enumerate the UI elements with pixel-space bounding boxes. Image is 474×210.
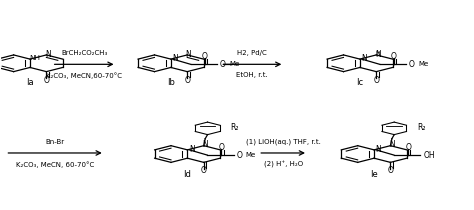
- Text: O: O: [409, 60, 415, 69]
- Text: K₂CO₃, MeCN, 60-70°C: K₂CO₃, MeCN, 60-70°C: [16, 161, 94, 168]
- Text: OH: OH: [423, 151, 435, 160]
- Text: O: O: [374, 76, 379, 85]
- Text: N: N: [189, 145, 194, 154]
- Text: N: N: [186, 50, 191, 59]
- Text: Ib: Ib: [167, 78, 175, 87]
- Text: Me: Me: [418, 61, 428, 67]
- Text: NH: NH: [29, 55, 40, 62]
- Text: R₂: R₂: [230, 123, 239, 132]
- Text: N: N: [375, 145, 381, 154]
- Text: O: O: [184, 76, 190, 85]
- Text: H2, Pd/C: H2, Pd/C: [237, 50, 267, 56]
- Text: O: O: [405, 143, 411, 152]
- Text: Ia: Ia: [26, 78, 34, 87]
- Text: (2) H⁺, H₂O: (2) H⁺, H₂O: [264, 161, 302, 168]
- Text: O: O: [237, 151, 242, 160]
- Text: O: O: [220, 60, 226, 69]
- Text: N: N: [361, 54, 367, 63]
- Text: N: N: [45, 50, 51, 59]
- Text: EtOH, r.t.: EtOH, r.t.: [237, 72, 268, 78]
- Text: Me: Me: [246, 152, 256, 158]
- Text: (1) LiOH(aq.) THF, r.t.: (1) LiOH(aq.) THF, r.t.: [246, 139, 320, 145]
- Text: R₂: R₂: [417, 123, 425, 132]
- Text: N: N: [172, 54, 178, 63]
- Text: O: O: [219, 143, 224, 152]
- Text: N: N: [389, 140, 395, 149]
- Text: O: O: [202, 52, 208, 61]
- Text: O: O: [391, 52, 397, 61]
- Text: Bn-Br: Bn-Br: [46, 139, 64, 145]
- Text: O: O: [387, 166, 393, 175]
- Text: Id: Id: [183, 170, 191, 179]
- Text: O: O: [44, 76, 49, 85]
- Text: BrCH₂CO₂CH₃: BrCH₂CO₂CH₃: [61, 50, 107, 56]
- Text: Ie: Ie: [370, 170, 378, 179]
- Text: N: N: [202, 140, 208, 149]
- Text: O: O: [201, 166, 207, 175]
- Text: Ic: Ic: [356, 78, 364, 87]
- Text: H: H: [375, 51, 380, 56]
- Text: Me: Me: [229, 61, 239, 67]
- Text: N: N: [375, 50, 381, 59]
- Text: K₂CO₃, MeCN,60-70°C: K₂CO₃, MeCN,60-70°C: [46, 72, 122, 79]
